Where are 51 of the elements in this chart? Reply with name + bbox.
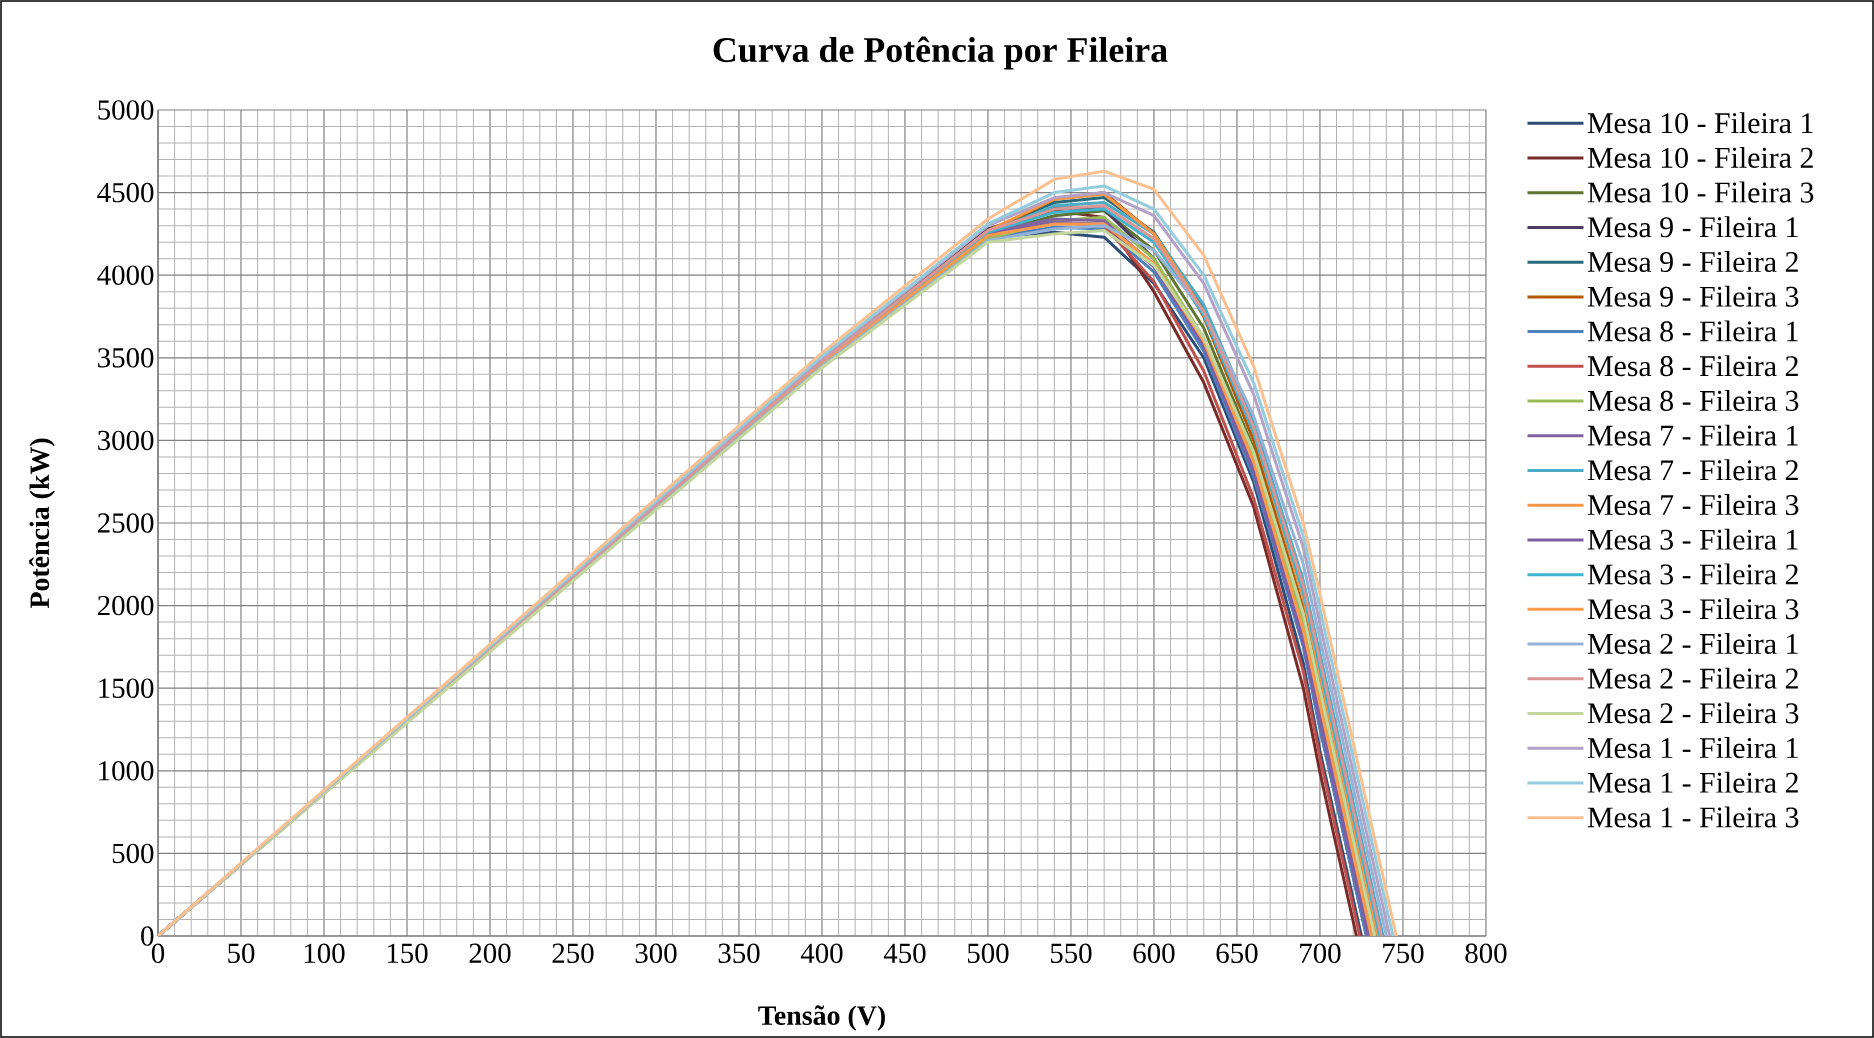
legend-label: Mesa 8 - Fileira 2 [1587,355,1798,377]
y-tick-label: 3500 [98,348,154,368]
legend-label: Mesa 7 - Fileira 2 [1587,459,1798,481]
chart-title: Curva de Potência por Fileira [713,36,1168,70]
x-tick-label: 300 [635,943,677,964]
x-tick-label: 750 [1383,943,1424,964]
legend-label: Mesa 1 - Fileira 2 [1587,771,1798,793]
x-tick-label: 100 [304,943,345,964]
y-tick-label: 1000 [99,761,154,781]
legend-label: Mesa 10 - Fileira 1 [1587,112,1813,134]
legend-label: Mesa 10 - Fileira 2 [1587,146,1813,168]
y-axis-title: Potência (kW) [29,438,55,609]
legend-label: Mesa 3 - Fileira 2 [1587,563,1798,585]
x-tick-label: 400 [800,943,843,964]
legend-label: Mesa 1 - Fileira 1 [1587,737,1798,759]
y-tick-label: 2500 [97,513,154,533]
x-tick-label: 200 [469,943,511,964]
y-tick-label: 4000 [97,265,154,285]
x-tick-label: 150 [387,943,428,964]
x-tick-label: 650 [1216,943,1258,964]
legend-label: Mesa 10 - Fileira 3 [1587,181,1814,203]
x-tick-label: 500 [967,943,1009,964]
legend-label: Mesa 9 - Fileira 2 [1587,251,1798,273]
legend-label: Mesa 2 - Fileira 3 [1587,702,1799,724]
x-tick-label: 250 [552,943,594,964]
x-axis-title: Tensão (V) [758,1005,885,1031]
x-tick-label: 600 [1133,943,1175,964]
legend-label: Mesa 7 - Fileira 3 [1587,494,1799,516]
legend-label: Mesa 7 - Fileira 1 [1587,424,1798,446]
legend-label: Mesa 8 - Fileira 1 [1587,320,1798,342]
legend-label: Mesa 9 - Fileira 3 [1587,285,1799,307]
legend-label: Mesa 8 - Fileira 3 [1587,389,1799,411]
legend-label: Mesa 1 - Fileira 3 [1587,806,1799,828]
x-tick-label: 550 [1050,943,1092,964]
y-tick-label: 3000 [98,430,154,451]
y-tick-label: 2000 [97,595,154,616]
y-tick-label: 1500 [99,678,154,698]
y-tick-label: 4500 [97,182,154,203]
x-tick-label: 450 [883,943,926,964]
y-tick-label: 500 [112,843,154,864]
x-tick-label: 350 [718,943,760,964]
x-tick-label: 50 [228,943,255,964]
x-tick-label: 700 [1300,943,1341,964]
legend-label: Mesa 9 - Fileira 1 [1587,216,1798,238]
y-tick-label: 0 [141,926,154,946]
legend-label: Mesa 3 - Fileira 3 [1587,598,1799,620]
legend-label: Mesa 2 - Fileira 1 [1587,632,1798,654]
legend-label: Mesa 3 - Fileira 1 [1587,528,1798,550]
y-tick-label: 5000 [98,100,154,120]
legend-label: Mesa 2 - Fileira 2 [1587,667,1798,689]
x-tick-label: 800 [1465,943,1507,964]
